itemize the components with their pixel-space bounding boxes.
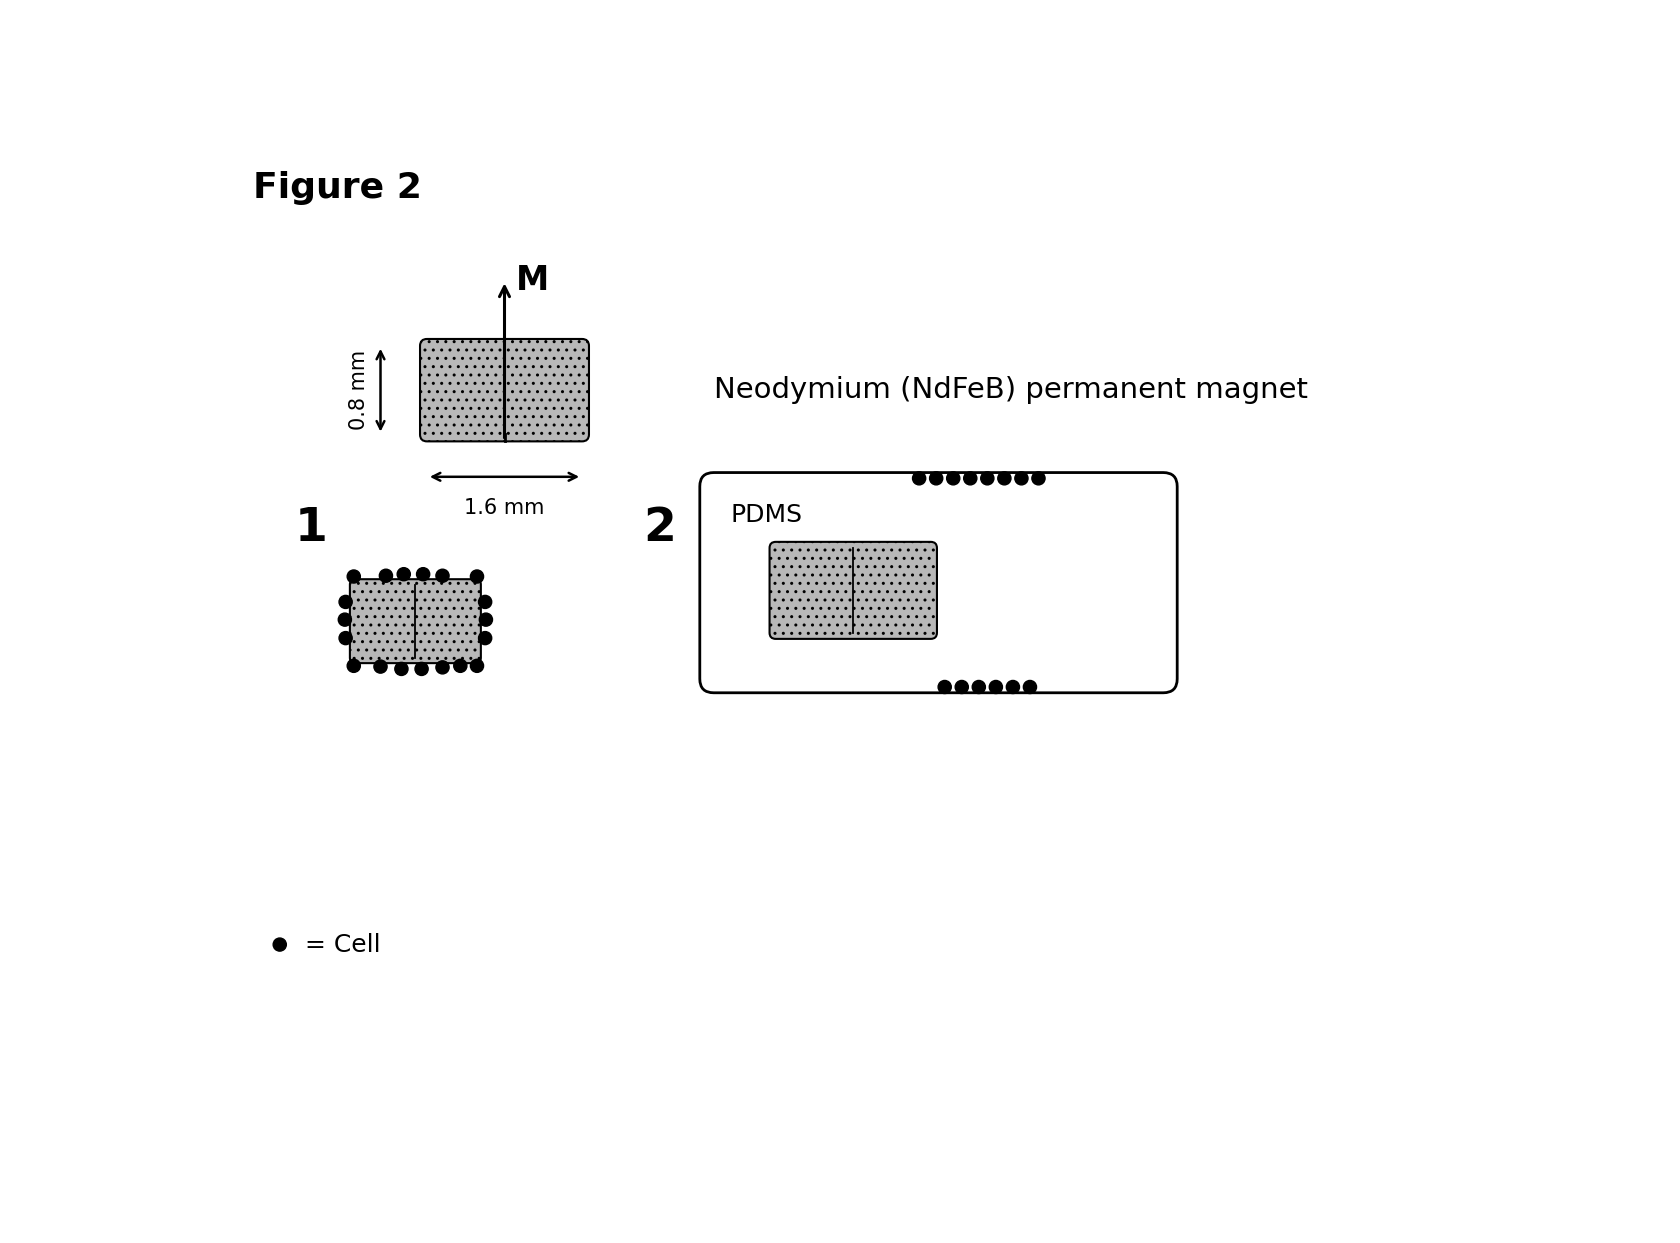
Text: Neodymium (NdFeB) permanent magnet: Neodymium (NdFeB) permanent magnet [714, 377, 1307, 404]
Circle shape [470, 659, 484, 672]
Text: = Cell: = Cell [297, 932, 380, 957]
Circle shape [454, 659, 467, 672]
Circle shape [375, 660, 386, 674]
Text: PDMS: PDMS [731, 503, 803, 527]
Circle shape [981, 472, 995, 485]
Circle shape [912, 472, 926, 485]
Circle shape [417, 568, 430, 580]
Circle shape [435, 569, 449, 582]
Circle shape [990, 680, 1003, 694]
FancyBboxPatch shape [349, 579, 480, 663]
Circle shape [964, 472, 976, 485]
Circle shape [348, 571, 360, 583]
Circle shape [339, 595, 353, 609]
Circle shape [1032, 472, 1045, 485]
Circle shape [435, 661, 449, 674]
Text: 0.8 mm: 0.8 mm [349, 351, 370, 430]
Circle shape [937, 680, 951, 694]
Circle shape [946, 472, 959, 485]
Circle shape [479, 613, 492, 626]
Circle shape [479, 595, 492, 609]
FancyBboxPatch shape [701, 472, 1178, 692]
Text: Figure 2: Figure 2 [252, 170, 422, 205]
Circle shape [479, 631, 492, 645]
Text: 1.6 mm: 1.6 mm [464, 498, 544, 518]
Text: M: M [516, 264, 549, 297]
Circle shape [274, 938, 286, 951]
Circle shape [338, 613, 351, 626]
Circle shape [395, 663, 408, 675]
Circle shape [929, 472, 942, 485]
Circle shape [396, 568, 410, 580]
Circle shape [380, 569, 393, 582]
Circle shape [1015, 472, 1028, 485]
Circle shape [348, 659, 360, 672]
Circle shape [998, 472, 1011, 485]
Circle shape [973, 680, 986, 694]
FancyBboxPatch shape [420, 339, 590, 441]
Circle shape [956, 680, 968, 694]
Circle shape [339, 631, 353, 645]
FancyBboxPatch shape [769, 542, 937, 639]
Circle shape [415, 663, 428, 675]
Circle shape [1006, 680, 1020, 694]
Circle shape [470, 571, 484, 583]
Text: 1: 1 [294, 506, 328, 551]
Text: 2: 2 [643, 506, 675, 551]
Circle shape [1023, 680, 1037, 694]
